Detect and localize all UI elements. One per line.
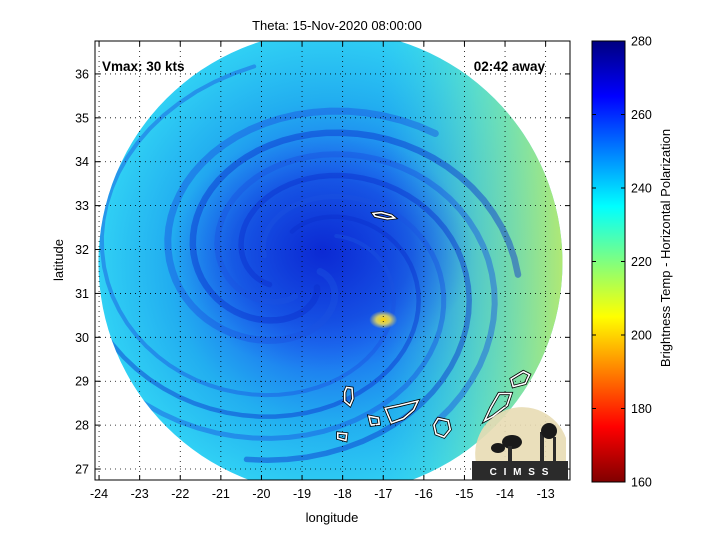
- x-tick-label: -18: [334, 487, 352, 501]
- spiral-bands: [98, 64, 522, 463]
- storm-core: [172, 131, 473, 372]
- spiral-band: [164, 107, 439, 344]
- x-tick-label: -13: [537, 487, 555, 501]
- colorbar-tick-label: 260: [631, 108, 652, 122]
- x-tick-label: -15: [455, 487, 473, 501]
- island-madeira: [371, 211, 397, 220]
- y-tick-label: 30: [75, 331, 89, 345]
- y-tick-label: 34: [75, 155, 89, 169]
- colorbar-ticks: 160 180 200 220 240 260 280: [592, 35, 652, 490]
- y-tick-label: 36: [75, 67, 89, 81]
- x-axis-label: longitude: [306, 510, 359, 525]
- plot-title: Theta: 15-Nov-2020 08:00:00: [252, 18, 422, 33]
- grid-lines: [95, 41, 570, 480]
- time-away-label: 02:42 away: [474, 59, 546, 74]
- x-tick-label: -20: [252, 487, 270, 501]
- x-tick-label: -19: [293, 487, 311, 501]
- y-tick-label: 32: [75, 243, 89, 257]
- y-tick-label: 35: [75, 111, 89, 125]
- x-axis-ticks: -24 -23 -22 -21 -20 -19 -18 -17 -16 -15 -14 -13: [90, 41, 555, 501]
- x-tick-label: -24: [90, 487, 108, 501]
- x-tick-label: -14: [496, 487, 514, 501]
- y-tick-label: 27: [75, 463, 89, 477]
- colorbar-tick-label: 200: [631, 329, 652, 343]
- colorbar: [591, 40, 626, 483]
- satellite-image: [98, 41, 563, 480]
- island-el-hierro: [336, 432, 348, 442]
- island-fuerteventura: [482, 392, 513, 423]
- island-lanzarote: [510, 370, 531, 388]
- y-axis-label: latitude: [51, 239, 66, 281]
- colorbar-tick-label: 160: [631, 476, 652, 490]
- island-gomera: [367, 415, 381, 426]
- y-tick-label: 31: [75, 287, 89, 301]
- y-tick-label: 28: [75, 419, 89, 433]
- x-tick-label: -16: [415, 487, 433, 501]
- x-tick-label: -22: [171, 487, 189, 501]
- colorbar-tick-label: 240: [631, 182, 652, 196]
- y-tick-label: 29: [75, 375, 89, 389]
- spiral-band: [99, 64, 396, 398]
- colorbar-label: Brightness Temp - Horizontal Polarizatio…: [658, 129, 673, 367]
- cimss-logo: C I M S S: [472, 407, 568, 480]
- cimss-logo-text: C I M S S: [490, 467, 551, 478]
- y-axis-ticks: 27 28 29 30 31 32 33 34 35 36: [75, 67, 570, 477]
- colorbar-tick-label: 220: [631, 255, 652, 269]
- spiral-band: [238, 172, 472, 463]
- spiral-band: [98, 193, 447, 441]
- colorbar-tick-label: 180: [631, 402, 652, 416]
- x-tick-label: -17: [374, 487, 392, 501]
- island-tenerife: [384, 399, 420, 424]
- coastlines: [336, 210, 532, 443]
- island-gran-canaria: [433, 417, 452, 438]
- axes-frame: [94, 40, 571, 481]
- x-tick-label: -23: [131, 487, 149, 501]
- y-tick-label: 33: [75, 199, 89, 213]
- vmax-label: Vmax: 30 kts: [102, 59, 185, 74]
- island-la-palma: [343, 386, 354, 407]
- warm-spot: [369, 310, 398, 329]
- cimss-logo-banner: [472, 461, 568, 480]
- x-tick-label: -21: [212, 487, 230, 501]
- spiral-band: [189, 129, 522, 324]
- colorbar-tick-label: 280: [631, 35, 652, 49]
- spiral-band: [214, 151, 498, 425]
